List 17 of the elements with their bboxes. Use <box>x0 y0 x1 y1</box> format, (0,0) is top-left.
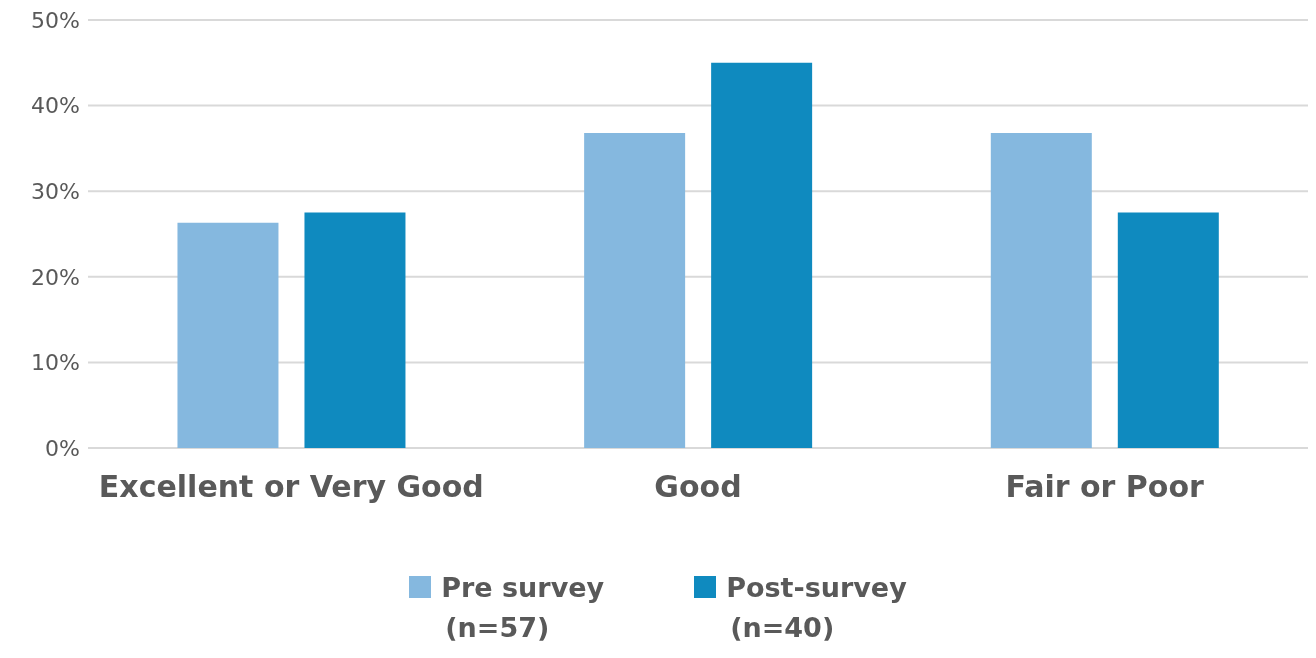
y-tick-label: 20% <box>31 264 80 290</box>
y-tick-label: 10% <box>31 350 80 376</box>
bar <box>711 62 813 448</box>
x-tick-label: Excellent or Very Good <box>98 469 484 505</box>
legend-label: Post-survey (n=40) <box>726 571 907 645</box>
y-tick-label: 30% <box>31 179 80 205</box>
x-tick-label: Fair or Poor <box>1005 469 1205 505</box>
bar <box>584 132 686 448</box>
bar <box>177 222 279 448</box>
bar <box>990 132 1092 448</box>
y-tick-label: 50% <box>31 7 80 33</box>
y-tick-label: 0% <box>45 435 80 461</box>
y-tick-label: 40% <box>31 93 80 119</box>
bar <box>1117 212 1219 448</box>
legend-label: Pre survey (n=57) <box>441 571 605 645</box>
x-tick-label: Good <box>654 469 742 505</box>
bar <box>304 212 406 448</box>
